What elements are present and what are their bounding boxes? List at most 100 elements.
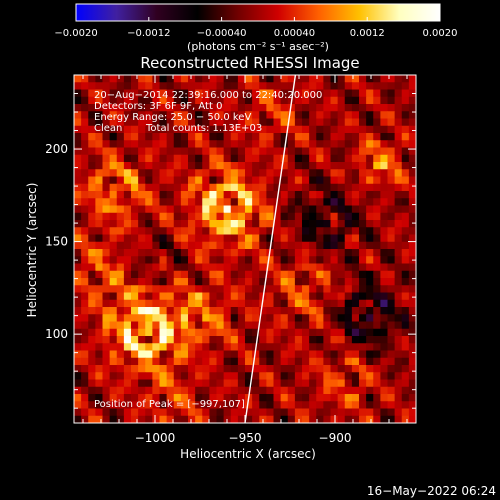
- heatmap-cell: [237, 96, 246, 105]
- heatmap-cell: [188, 386, 196, 395]
- heatmap-cell: [166, 365, 175, 373]
- heatmap-cell: [280, 386, 289, 395]
- heatmap-cell: [351, 183, 360, 192]
- heatmap-cell: [237, 408, 246, 417]
- heatmap-cell: [323, 249, 331, 257]
- heatmap-cell: [387, 278, 396, 286]
- heatmap-cell: [259, 220, 267, 228]
- heatmap-cell: [359, 169, 367, 177]
- heatmap-cell: [209, 191, 217, 199]
- heatmap-cell: [351, 125, 360, 134]
- heatmap-cell: [287, 227, 296, 235]
- heatmap-cell: [280, 336, 289, 344]
- heatmap-cell: [323, 357, 331, 366]
- heatmap-cell: [287, 314, 296, 322]
- heatmap-cell: [223, 133, 232, 141]
- heatmap-cell: [316, 350, 324, 359]
- heatmap-cell: [95, 133, 103, 141]
- heatmap-cell: [337, 125, 346, 134]
- heatmap-cell: [195, 379, 203, 388]
- heatmap-cell: [294, 386, 303, 395]
- heatmap-cell: [102, 75, 111, 83]
- heatmap-cell: [309, 227, 317, 235]
- heatmap-cell: [323, 111, 331, 119]
- heatmap-cell: [145, 386, 153, 395]
- heatmap-cell: [209, 96, 217, 105]
- heatmap-cell: [195, 205, 203, 214]
- heatmap-cell: [145, 212, 153, 221]
- heatmap-cell: [309, 183, 317, 192]
- heatmap-cell: [323, 328, 331, 337]
- heatmap-cell: [95, 140, 103, 148]
- heatmap-cell: [173, 198, 182, 206]
- heatmap-cell: [359, 401, 367, 409]
- heatmap-cell: [230, 82, 239, 90]
- heatmap-cell: [252, 96, 260, 105]
- heatmap-cell: [252, 183, 260, 192]
- heatmap-cell: [280, 299, 289, 308]
- heatmap-cell: [159, 220, 168, 228]
- heatmap-cell: [401, 220, 410, 228]
- heatmap-cell: [294, 234, 303, 243]
- heatmap-cell: [123, 75, 132, 83]
- heatmap-cell: [195, 169, 203, 177]
- heatmap-cell: [237, 321, 246, 330]
- heatmap-cell: [138, 176, 146, 185]
- heatmap-cell: [294, 314, 303, 322]
- heatmap-cell: [359, 234, 367, 243]
- heatmap-cell: [380, 307, 388, 315]
- heatmap-cell: [273, 227, 282, 235]
- heatmap-cell: [359, 379, 367, 388]
- heatmap-cell: [309, 292, 317, 301]
- heatmap-cell: [166, 292, 175, 301]
- heatmap-cell: [351, 299, 360, 308]
- heatmap-cell: [266, 191, 274, 199]
- heatmap-cell: [109, 234, 118, 243]
- heatmap-cell: [131, 343, 139, 351]
- heatmap-cell: [273, 357, 282, 366]
- heatmap-cell: [316, 227, 324, 235]
- heatmap-cell: [366, 299, 374, 308]
- heatmap-cell: [408, 415, 416, 423]
- heatmap-cell: [202, 125, 210, 134]
- heatmap-cell: [380, 104, 388, 112]
- heatmap-cell: [330, 191, 339, 199]
- heatmap-cell: [259, 118, 267, 127]
- heatmap-cell: [245, 386, 253, 395]
- heatmap-cell: [95, 220, 103, 228]
- heatmap-cell: [380, 285, 388, 293]
- heatmap-cell: [344, 140, 353, 148]
- heatmap-cell: [216, 89, 225, 98]
- heatmap-cell: [337, 169, 346, 177]
- heatmap-cell: [95, 299, 103, 308]
- heatmap-cell: [273, 372, 282, 380]
- heatmap-cell: [373, 205, 381, 214]
- heatmap-cell: [81, 372, 89, 380]
- heatmap-cell: [401, 336, 410, 344]
- heatmap-cell: [302, 212, 310, 221]
- heatmap-cell: [237, 278, 246, 286]
- heatmap-cell: [188, 220, 196, 228]
- heatmap-cell: [152, 183, 160, 192]
- heatmap-cell: [180, 285, 189, 293]
- heatmap-cell: [216, 270, 225, 279]
- heatmap-cell: [223, 394, 232, 402]
- heatmap-cell: [273, 292, 282, 301]
- heatmap-cell: [302, 292, 310, 301]
- heatmap-cell: [359, 75, 367, 83]
- heatmap-cell: [88, 169, 96, 177]
- heatmap-cell: [259, 241, 267, 250]
- heatmap-cell: [109, 292, 118, 301]
- x-axis-label: Heliocentric X (arcsec): [180, 447, 316, 461]
- colorbar-tick-label-5: 0.0020: [423, 28, 458, 39]
- heatmap-cell: [408, 292, 416, 301]
- heatmap-cell: [188, 162, 196, 170]
- heatmap-cell: [102, 350, 111, 359]
- heatmap-cell: [266, 372, 274, 380]
- heatmap-cell: [344, 147, 353, 156]
- heatmap-cell: [401, 314, 410, 322]
- heatmap-cell: [152, 343, 160, 351]
- heatmap-cell: [180, 191, 189, 199]
- heatmap-cell: [344, 357, 353, 366]
- heatmap-cell: [95, 75, 103, 83]
